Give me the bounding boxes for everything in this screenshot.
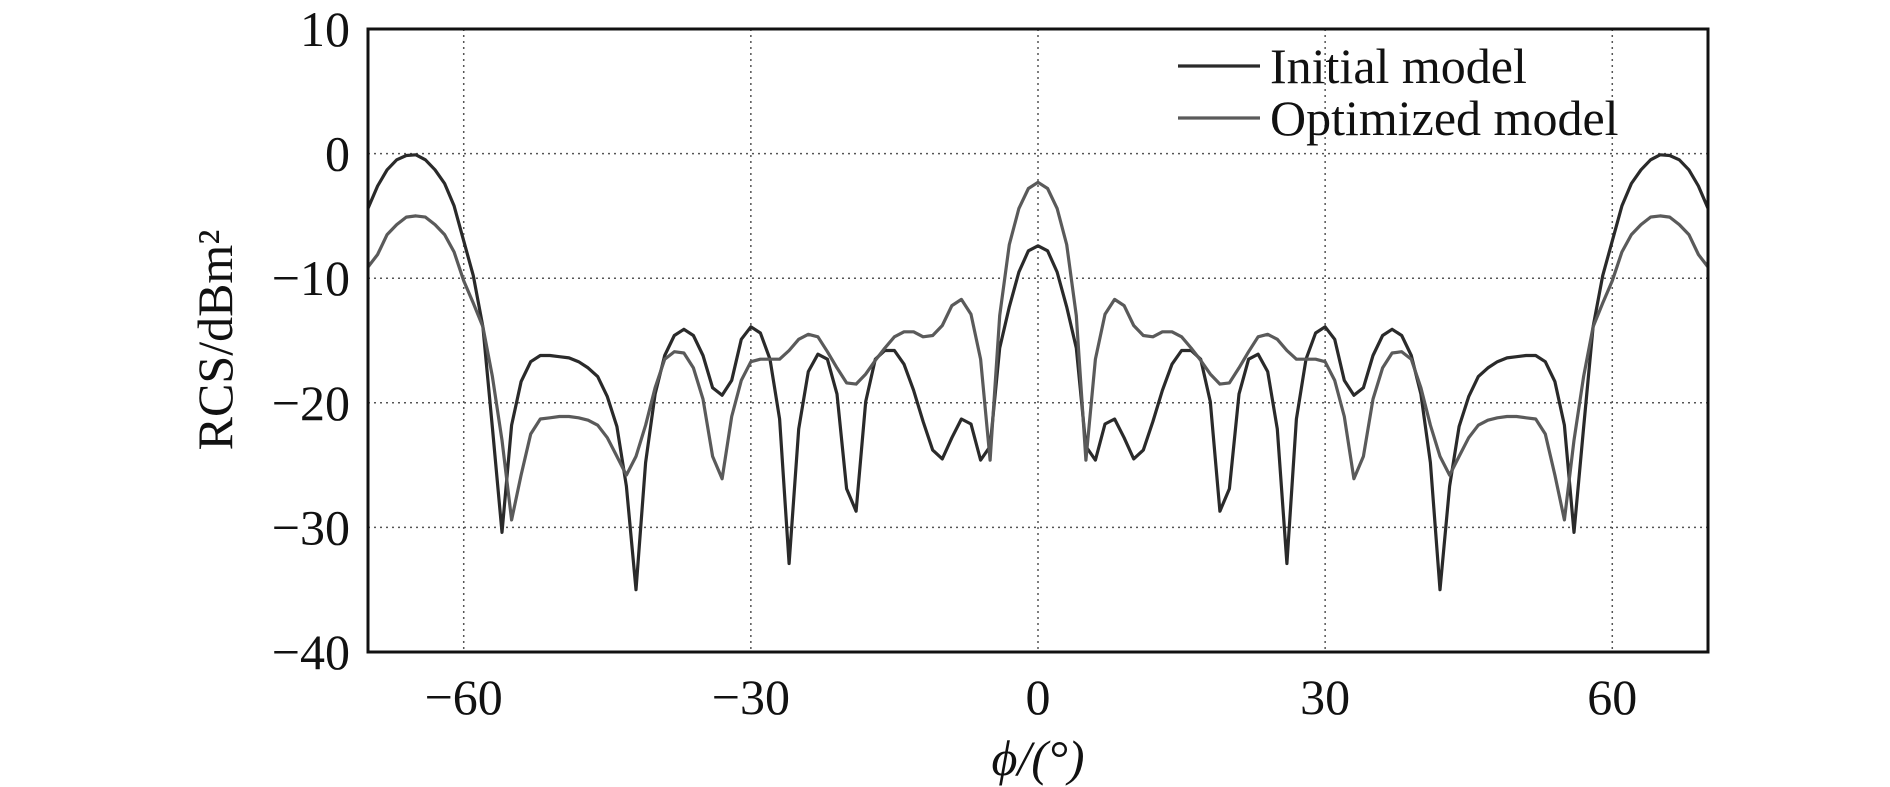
y-tick-labels: 10 0 −10 −20 −30 −40 [272, 1, 350, 680]
plot-frame [366, 27, 1710, 654]
series-line-initial-model [366, 153, 1710, 592]
x-tick-label: 30 [1300, 669, 1350, 725]
legend-label: Optimized model [1270, 90, 1619, 146]
y-tick-label: −20 [272, 375, 350, 431]
y-tick-label: −30 [272, 499, 350, 555]
y-tick-label: −10 [272, 250, 350, 306]
y-tick-label: 0 [325, 126, 350, 182]
x-axis-label: ϕ/(°) [991, 730, 1084, 786]
x-tick-labels: −60 −30 0 30 60 [425, 669, 1638, 725]
legend-label: Initial model [1270, 38, 1527, 94]
grid-lines [368, 29, 1708, 652]
x-tick-label: 60 [1587, 669, 1637, 725]
x-tick-label: −30 [712, 669, 790, 725]
y-tick-label: −40 [272, 624, 350, 680]
series-lines [366, 153, 1710, 592]
x-tick-label: 0 [1026, 669, 1051, 725]
y-axis-label: RCS/dBm² [187, 230, 243, 451]
y-tick-label: 10 [300, 1, 350, 57]
x-tick-label: −60 [425, 669, 503, 725]
series-line-optimized-model [366, 180, 1710, 522]
